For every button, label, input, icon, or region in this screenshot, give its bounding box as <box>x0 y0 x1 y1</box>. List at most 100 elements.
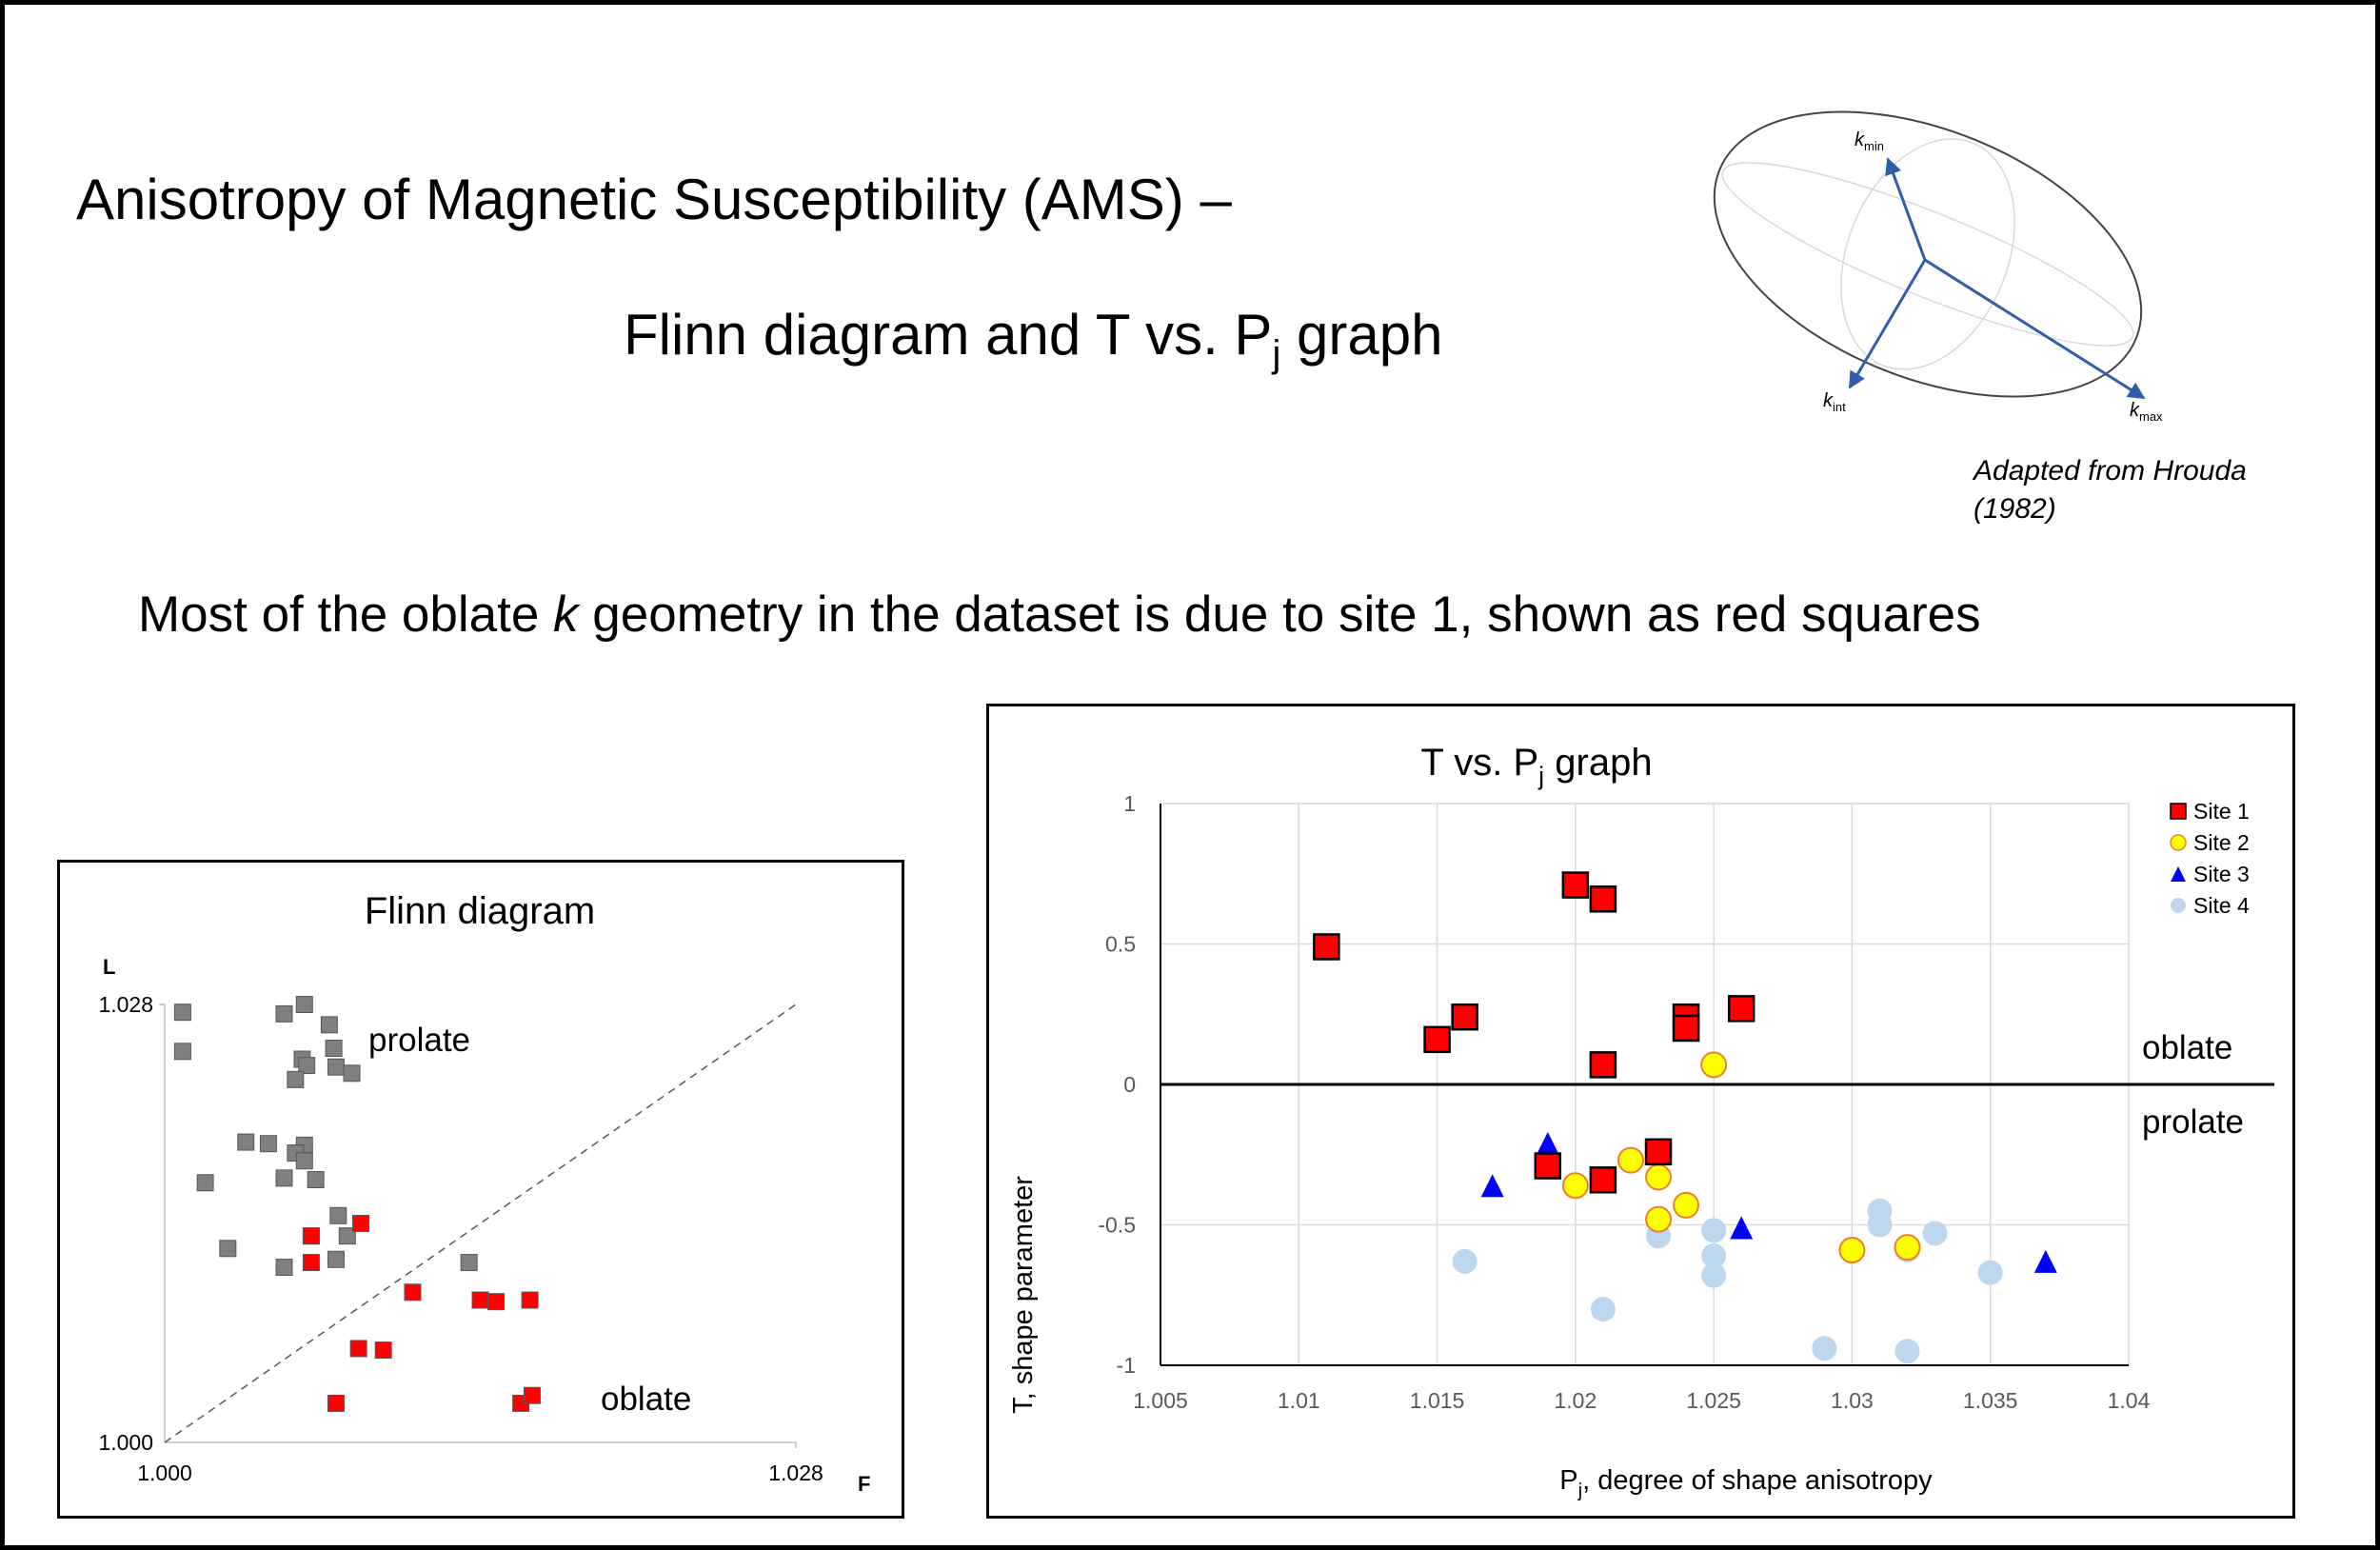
tpj-x-tick-label: 1.035 <box>1963 1388 2018 1413</box>
tpj-point-site-4 <box>1894 1339 1920 1364</box>
tpj-point-site-1 <box>1561 871 1590 899</box>
title-line-2-subscript: j <box>1272 333 1281 375</box>
flinn-point-gray <box>173 1043 191 1061</box>
flinn-point-red <box>327 1394 345 1412</box>
tpj-annotation-prolate: prolate <box>2142 1103 2244 1141</box>
flinn-point-red <box>404 1283 422 1302</box>
ellipsoid-meridian <box>1840 138 2015 370</box>
subtitle-before: Most of the oblate <box>138 586 554 643</box>
tpj-legend-label-site-4: Site 4 <box>2193 893 2250 918</box>
kmin-label: kmin <box>1854 129 1884 153</box>
flinn-point-gray <box>327 1250 345 1268</box>
flinn-point-gray <box>327 1058 345 1076</box>
flinn-point-gray <box>295 996 313 1013</box>
flinn-point-gray <box>237 1133 255 1151</box>
flinn-point-gray <box>275 1004 293 1023</box>
flinn-point-gray <box>325 1040 343 1057</box>
tpj-x-tick-label: 1.005 <box>1133 1388 1188 1413</box>
flinn-point-gray <box>338 1227 356 1245</box>
flinn-point-gray <box>343 1064 361 1083</box>
tpj-point-site-1 <box>1589 885 1617 913</box>
kmax-label: kmax <box>2130 400 2163 424</box>
flinn-annotation-oblate: oblate <box>601 1381 691 1418</box>
tpj-x-tick-label: 1.015 <box>1410 1388 1465 1413</box>
flinn-x-tick-label: 1.028 <box>768 1461 823 1485</box>
tpj-point-site-3 <box>2033 1249 2057 1273</box>
flinn-axes: 1.000 1.028 1.000 1.028 <box>98 992 823 1485</box>
tpj-point-site-2 <box>1700 1051 1728 1079</box>
tpj-x-axis-label: Pj, degree of shape anisotropy <box>1559 1465 1933 1501</box>
flinn-point-red <box>302 1227 320 1245</box>
flinn-point-red <box>487 1293 506 1311</box>
flinn-annotation-prolate: prolate <box>368 1022 470 1059</box>
tpj-legend-marker-site-4 <box>2171 898 2186 913</box>
tpj-point-site-2 <box>1645 1163 1673 1191</box>
flinn-point-gray <box>460 1254 478 1272</box>
tpj-point-site-4 <box>1452 1248 1478 1274</box>
tpj-chart: -1 -0.5 0 0.5 1 1.005 1.01 1.015 1.02 1.025 1.03 1.… <box>1008 742 2274 1501</box>
flinn-point-gray <box>219 1240 237 1258</box>
tpj-point-site-1 <box>1644 1138 1673 1166</box>
flinn-point-red <box>352 1215 370 1232</box>
tpj-y-tick-label: -1 <box>1117 1353 1136 1378</box>
tpj-point-site-4 <box>1590 1297 1616 1321</box>
tpj-title: T vs. Pj graph <box>1420 742 1652 790</box>
tpj-legend-marker-site-2 <box>2170 834 2187 851</box>
tpj-chart-frame: -1 -0.5 0 0.5 1 1.005 1.01 1.015 1.02 1.025 1.03 1.… <box>986 704 2295 1519</box>
tpj-point-site-1 <box>1589 1051 1617 1079</box>
kint-label: kint <box>1823 390 1846 414</box>
tpj-legend: Site 1 Site 2 Site 3 Site 4 <box>2170 799 2250 918</box>
tpj-point-site-4 <box>1701 1242 1727 1268</box>
flinn-point-gray <box>173 1004 191 1022</box>
tpj-y-axis-label: T, shape parameter <box>1008 1176 1039 1414</box>
tpj-point-site-2 <box>1616 1146 1644 1174</box>
flinn-point-gray <box>275 1169 293 1187</box>
ellipsoid-outline <box>1713 110 2143 398</box>
tpj-annotation-oblate: oblate <box>2142 1029 2232 1066</box>
tpj-points <box>1313 871 2057 1364</box>
ellipsoid-diagram: kmin kint kmax <box>1713 110 2163 424</box>
tpj-y-tick-label: -0.5 <box>1098 1213 1136 1238</box>
flinn-point-gray <box>196 1174 214 1192</box>
subtitle-after: geometry in the dataset is due to site 1… <box>578 586 1981 643</box>
flinn-point-red <box>349 1340 367 1358</box>
flinn-point-gray <box>275 1259 293 1276</box>
flinn-y-tick-label: 1.000 <box>98 1430 153 1455</box>
tpj-x-tick-label: 1.025 <box>1686 1388 1741 1413</box>
tpj-point-site-4 <box>1812 1336 1837 1361</box>
flinn-x-axis-label: F <box>858 1472 870 1496</box>
tpj-legend-label-site-2: Site 2 <box>2193 830 2250 855</box>
tpj-point-site-4 <box>1701 1262 1727 1288</box>
tpj-point-site-1 <box>1313 933 1340 961</box>
tpj-legend-marker-site-1 <box>2170 803 2187 820</box>
flinn-point-gray <box>329 1206 347 1224</box>
tpj-y-tick-label: 0 <box>1123 1072 1136 1097</box>
ellipsoid-equator <box>1721 162 2134 347</box>
tpj-point-site-2 <box>1561 1172 1589 1200</box>
flinn-point-gray <box>259 1135 277 1153</box>
flinn-point-gray <box>307 1171 325 1188</box>
flinn-y-axis-label: L <box>103 955 115 979</box>
flinn-points <box>173 996 541 1412</box>
tpj-point-site-2 <box>1645 1205 1673 1233</box>
flinn-point-red <box>471 1291 489 1309</box>
tpj-point-site-1 <box>1589 1166 1617 1194</box>
kmin-axis <box>1885 157 1927 261</box>
flinn-point-red <box>523 1386 541 1404</box>
flinn-point-red <box>302 1254 320 1272</box>
tpj-point-site-2 <box>1673 1191 1700 1219</box>
tpj-legend-label-site-1: Site 1 <box>2193 799 2250 824</box>
tpj-legend-label-site-3: Site 3 <box>2193 862 2250 886</box>
flinn-reference-line <box>164 1004 797 1443</box>
flinn-y-tick-label: 1.028 <box>98 992 153 1017</box>
kint-axis <box>1848 259 1927 389</box>
attribution: Adapted from Hrouda (1982) <box>1973 455 2247 525</box>
slide: Anisotropy of Magnetic Susceptibility (A… <box>5 5 2375 1545</box>
tpj-x-tick-label: 1.01 <box>1278 1388 1320 1413</box>
tpj-point-site-1 <box>1423 1025 1451 1054</box>
tpj-x-tick-label: 1.04 <box>2108 1388 2151 1413</box>
flinn-chart: Flinn diagram 1.000 1.028 1.000 1.028 L F p… <box>98 890 870 1496</box>
tpj-point-site-1 <box>1534 1152 1562 1180</box>
flinn-point-gray <box>320 1016 338 1034</box>
tpj-point-site-3 <box>1480 1174 1504 1198</box>
